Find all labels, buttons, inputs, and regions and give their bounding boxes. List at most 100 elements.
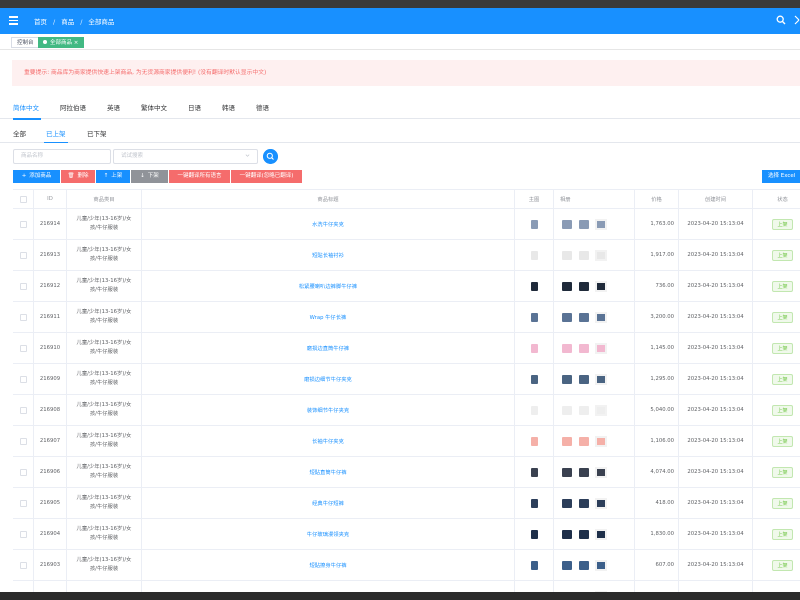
gallery-image[interactable] [577,373,591,386]
tab-lang-ar[interactable]: 阿拉伯语 [60,104,86,112]
gallery-image[interactable] [560,559,574,572]
delete-button[interactable]: 🗑 删除 [61,170,95,183]
off-shelf-button[interactable]: ↓ 下架 [131,170,168,183]
main-image-thumbnail[interactable] [529,312,540,323]
search-button[interactable] [263,149,278,164]
main-image-thumbnail[interactable] [529,374,540,385]
product-title-link[interactable]: 装饰细节牛仔夹克 [306,408,350,414]
breadcrumb-goods[interactable]: 商品 [61,18,75,26]
main-image-thumbnail[interactable] [529,281,540,292]
gallery-image[interactable] [577,249,591,262]
product-title-link[interactable]: 磨损边直筒牛仔裤 [306,346,350,352]
tag-close-icon[interactable]: × [73,40,79,46]
add-product-button[interactable]: + 添加商品 [13,170,60,183]
tab-lang-zh-cn[interactable]: 简体中文 [13,104,39,112]
main-image-thumbnail[interactable] [529,560,540,571]
product-title-link[interactable]: Wrap 牛仔长裤 [309,315,347,321]
gallery-image[interactable] [577,497,591,510]
translate-all-button[interactable]: 一键翻译所有语言 [169,170,230,183]
row-checkbox[interactable] [19,251,27,259]
menu-icon[interactable] [9,15,18,25]
gallery-image[interactable] [560,280,574,293]
product-title-link[interactable]: 短貼直筒牛仔裤 [309,470,347,476]
gallery-image[interactable] [577,528,591,541]
gallery-image[interactable] [560,404,574,417]
gallery-image[interactable] [594,466,608,479]
tab-lang-en[interactable]: 英语 [107,104,120,112]
product-title-link[interactable]: 磨损边细节牛仔夹克 [304,377,352,383]
product-title-link[interactable]: 牛仔玻璃漫领夹克 [306,532,350,538]
tab-lang-ja[interactable]: 日语 [188,104,201,112]
product-title-link[interactable]: 短貼长袖衬衫 [312,253,344,259]
main-image-thumbnail[interactable] [529,405,540,416]
gallery-image[interactable] [594,373,608,386]
tag-console[interactable]: 控制台 [11,37,40,48]
row-checkbox[interactable] [19,530,27,538]
gallery-image[interactable] [577,435,591,448]
gallery-image[interactable] [560,435,574,448]
gallery-image[interactable] [560,466,574,479]
on-shelf-button[interactable]: ↑ 上架 [96,170,130,183]
gallery-image[interactable] [594,559,608,572]
row-checkbox[interactable] [19,468,27,476]
gallery-image[interactable] [560,311,574,324]
gallery-image[interactable] [594,249,608,262]
main-image-thumbnail[interactable] [529,219,540,230]
tab-status-on-shelf[interactable]: 已上架 [46,130,66,138]
gallery-image[interactable] [560,342,574,355]
tab-lang-ko[interactable]: 韩语 [222,104,235,112]
product-title-link[interactable]: 水洗牛仔夹克 [312,222,344,228]
gallery-image[interactable] [594,280,608,293]
gallery-image[interactable] [594,342,608,355]
main-image-thumbnail[interactable] [529,436,540,447]
product-title-link[interactable]: 松紧腰喇叭边裤脚牛仔裤 [298,284,358,290]
gallery-image[interactable] [594,435,608,448]
gallery-image[interactable] [594,497,608,510]
search-select[interactable]: 试试搜索 [113,149,258,164]
row-checkbox[interactable] [19,561,27,569]
gallery-image[interactable] [560,249,574,262]
gallery-image[interactable] [577,466,591,479]
product-name-input[interactable]: 商品名称 [13,149,111,164]
gallery-image[interactable] [594,311,608,324]
row-checkbox[interactable] [19,437,27,445]
product-title-link[interactable]: 经典牛仔短裤 [312,501,344,507]
tab-status-all[interactable]: 全部 [13,130,26,138]
gallery-image[interactable] [560,373,574,386]
main-image-thumbnail[interactable] [529,529,540,540]
gallery-image[interactable] [577,218,591,231]
product-title-link[interactable]: 短貼撩身牛仔裤 [309,563,347,569]
gallery-image[interactable] [560,218,574,231]
row-checkbox[interactable] [19,406,27,414]
row-checkbox[interactable] [19,282,27,290]
gallery-image[interactable] [577,559,591,572]
main-image-thumbnail[interactable] [529,250,540,261]
row-checkbox[interactable] [19,344,27,352]
tag-all-goods[interactable]: 全部商品 × [38,37,85,48]
select-all-checkbox[interactable] [19,195,27,203]
tab-status-off-shelf[interactable]: 已下架 [87,130,107,138]
gallery-image[interactable] [560,528,574,541]
main-image-thumbnail[interactable] [529,467,540,478]
breadcrumb-home[interactable]: 首页 [34,18,47,26]
gallery-image[interactable] [577,280,591,293]
search-icon[interactable] [776,15,786,25]
gallery-image[interactable] [594,528,608,541]
tab-lang-zh-tw[interactable]: 繁体中文 [141,104,167,112]
main-image-thumbnail[interactable] [529,343,540,354]
main-image-thumbnail[interactable] [529,498,540,509]
translate-skip-button[interactable]: 一键翻译(忽略已翻译) [231,170,302,183]
gallery-image[interactable] [577,404,591,417]
gallery-image[interactable] [560,497,574,510]
gallery-image[interactable] [594,218,608,231]
product-title-link[interactable]: 长袖牛仔夹克 [312,439,344,445]
row-checkbox[interactable] [19,313,27,321]
gallery-image[interactable] [577,311,591,324]
tab-lang-de[interactable]: 德语 [256,104,269,112]
gallery-image[interactable] [594,404,608,417]
row-checkbox[interactable] [19,375,27,383]
gallery-image[interactable] [577,342,591,355]
row-checkbox[interactable] [19,220,27,228]
row-checkbox[interactable] [19,499,27,507]
fullscreen-icon[interactable] [794,15,800,25]
